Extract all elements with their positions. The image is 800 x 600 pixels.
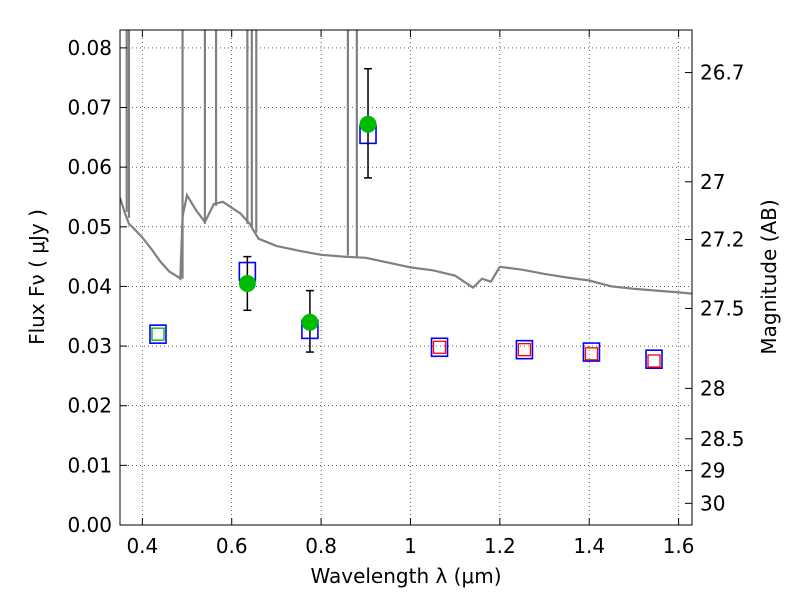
inner-square xyxy=(647,354,661,368)
bandpass-square xyxy=(515,339,534,360)
y-axis-label: Flux Fν ( μJy ) xyxy=(25,209,49,345)
mag-tick-label: 28.5 xyxy=(700,427,745,451)
data-layer xyxy=(120,30,692,370)
bandpass-square xyxy=(430,337,449,358)
y-tick-label: 0.03 xyxy=(67,334,112,358)
inner-square xyxy=(584,347,599,361)
mag-tick-label: 27.2 xyxy=(700,228,745,252)
mag-tick-label: 30 xyxy=(700,491,725,515)
mag-tick-label: 27.5 xyxy=(700,296,745,320)
tick-layer: 0.4 0.6 0.8 1 1.2 1.4 1.6 0.00 0.01 0.02 0.03 0.04 0… xyxy=(67,30,745,558)
bandpass-square xyxy=(582,342,601,362)
spectrum-line xyxy=(120,192,692,295)
mag-tick-label: 27 xyxy=(700,170,725,194)
observed-point xyxy=(359,115,377,133)
y-tick-label: 0.02 xyxy=(67,394,112,418)
bandpass-square xyxy=(149,324,167,344)
x-tick-label: 0.4 xyxy=(126,534,158,558)
inner-square xyxy=(432,340,447,354)
x-tick-label: 0.6 xyxy=(216,534,248,558)
inner-square xyxy=(151,327,165,341)
y-tick-label: 0.04 xyxy=(67,274,112,298)
mag-tick-label: 28 xyxy=(700,376,725,400)
y-tick-label: 0.01 xyxy=(67,453,112,477)
x-tick-label: 0.8 xyxy=(305,534,337,558)
x-tick-label: 1 xyxy=(404,534,417,558)
x-tick-label: 1.6 xyxy=(663,534,695,558)
x-tick-label: 1.2 xyxy=(484,534,516,558)
inner-square xyxy=(517,343,532,357)
x-tick-label: 1.4 xyxy=(573,534,605,558)
x-axis-label: Wavelength λ (μm) xyxy=(310,564,501,588)
y-tick-label: 0.06 xyxy=(67,155,112,179)
mag-tick-label: 26.7 xyxy=(700,61,745,85)
plot-frame xyxy=(119,29,693,526)
y-tick-label: 0.07 xyxy=(67,96,112,120)
y-tick-label: 0.05 xyxy=(67,215,112,239)
y2-axis-label: Magnitude (AB) xyxy=(757,199,781,354)
observed-point xyxy=(301,313,319,331)
observed-point xyxy=(238,274,256,292)
y-tick-label: 0.00 xyxy=(67,513,112,537)
y-tick-label: 0.08 xyxy=(67,36,112,60)
mag-tick-label: 29 xyxy=(700,459,725,483)
bandpass-square xyxy=(645,349,663,370)
